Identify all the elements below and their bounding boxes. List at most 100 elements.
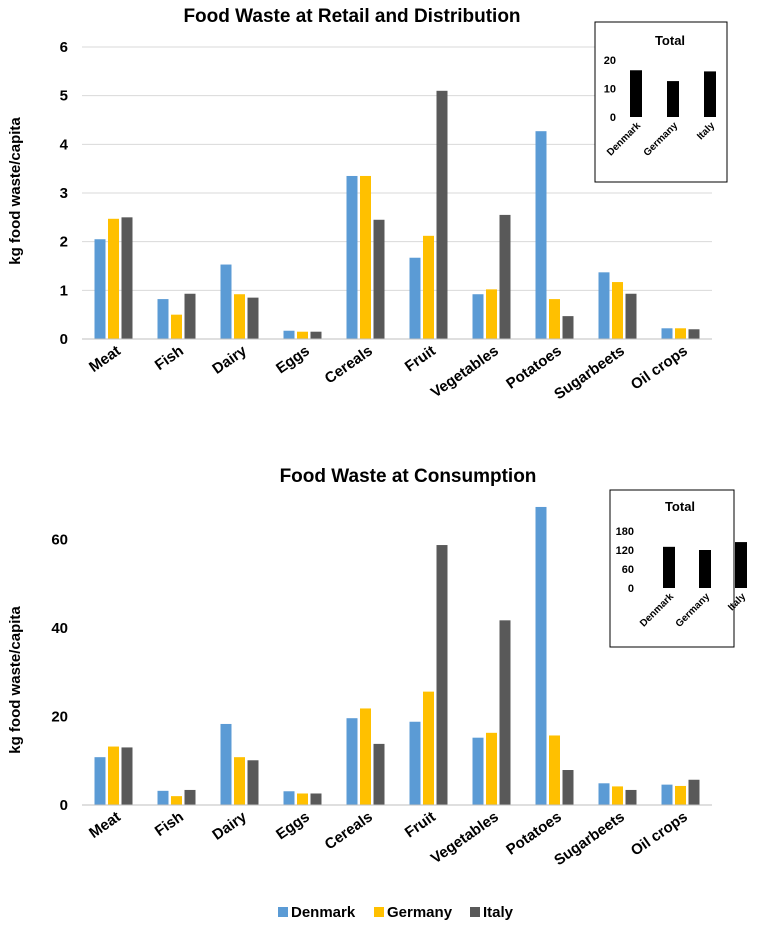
category-label-dairy: Dairy bbox=[209, 342, 250, 378]
legend-label-germany: Germany bbox=[387, 904, 453, 921]
category-label-fruit: Fruit bbox=[402, 342, 439, 375]
inset-bar-germany bbox=[699, 550, 711, 588]
inset-bar-denmark bbox=[630, 70, 642, 117]
bar-fruit-germany bbox=[423, 691, 434, 805]
bar-sugarbeets-denmark bbox=[598, 272, 610, 339]
y-tick-label: 60 bbox=[51, 531, 68, 548]
legend-swatch-italy bbox=[470, 907, 480, 917]
bar-oil-crops-italy bbox=[688, 779, 700, 805]
bar-dairy-denmark bbox=[220, 723, 232, 805]
y-tick-label: 1 bbox=[60, 282, 68, 299]
bar-fish-italy bbox=[184, 789, 196, 805]
category-label-oil-crops: Oil crops bbox=[628, 808, 691, 859]
y-axis-label-consumption: kg food waste/capita bbox=[7, 606, 24, 754]
category-label-sugarbeets: Sugarbeets bbox=[551, 808, 628, 869]
inset-title-consumption: Total bbox=[665, 499, 695, 514]
inset-tick-label: 10 bbox=[604, 84, 616, 96]
y-tick-label: 0 bbox=[60, 331, 68, 348]
category-label-cereals: Cereals bbox=[322, 342, 376, 387]
y-tick-label: 6 bbox=[60, 39, 68, 56]
bar-dairy-denmark bbox=[220, 264, 232, 339]
category-label-vegetables: Vegetables bbox=[428, 342, 502, 401]
inset-bar-italy bbox=[735, 542, 747, 588]
bar-dairy-italy bbox=[247, 297, 259, 339]
bar-fruit-italy bbox=[436, 545, 448, 805]
bar-fish-denmark bbox=[157, 299, 169, 339]
y-tick-label: 3 bbox=[60, 185, 68, 202]
bar-cereals-germany bbox=[360, 175, 371, 339]
bar-meat-italy bbox=[121, 747, 133, 805]
bar-potatoes-italy bbox=[562, 770, 574, 805]
bars-retail bbox=[94, 90, 700, 339]
bar-eggs-germany bbox=[297, 793, 308, 805]
bar-eggs-denmark bbox=[283, 791, 295, 805]
y-tick-label: 5 bbox=[60, 88, 68, 105]
legend-label-italy: Italy bbox=[483, 904, 514, 921]
category-label-dairy: Dairy bbox=[209, 808, 250, 844]
inset-bars-retail bbox=[630, 70, 716, 117]
category-label-fish: Fish bbox=[152, 342, 187, 374]
bar-fruit-denmark bbox=[409, 257, 421, 339]
bar-fruit-germany bbox=[423, 235, 434, 339]
bar-vegetables-germany bbox=[486, 289, 497, 339]
inset-ticks-consumption: 0 60 120 180 bbox=[616, 526, 634, 595]
bar-cereals-denmark bbox=[346, 718, 358, 805]
bar-fruit-denmark bbox=[409, 721, 421, 805]
category-label-oil-crops: Oil crops bbox=[628, 342, 691, 393]
bar-eggs-denmark bbox=[283, 330, 295, 339]
bar-vegetables-germany bbox=[486, 732, 497, 805]
bar-potatoes-denmark bbox=[535, 506, 547, 805]
y-tick-label: 20 bbox=[51, 708, 68, 725]
bar-meat-italy bbox=[121, 217, 133, 339]
category-label-meat: Meat bbox=[86, 342, 124, 376]
chart-title-consumption: Food Waste at Consumption bbox=[280, 466, 537, 487]
bar-sugarbeets-denmark bbox=[598, 783, 610, 805]
bar-potatoes-germany bbox=[549, 735, 560, 805]
inset-bars-consumption bbox=[663, 542, 747, 588]
bar-fish-germany bbox=[171, 796, 182, 805]
bar-meat-germany bbox=[108, 218, 119, 339]
bar-meat-denmark bbox=[94, 757, 106, 805]
inset-ticks-retail: 0 10 20 bbox=[604, 55, 616, 124]
bar-cereals-germany bbox=[360, 708, 371, 805]
bar-dairy-italy bbox=[247, 760, 259, 805]
inset-tick-label: 180 bbox=[616, 526, 634, 538]
bar-vegetables-denmark bbox=[472, 294, 484, 339]
inset-tick-label: 0 bbox=[610, 112, 616, 124]
legend-swatch-germany bbox=[374, 907, 384, 917]
bar-sugarbeets-germany bbox=[612, 282, 623, 339]
category-label-meat: Meat bbox=[86, 808, 124, 842]
y-tick-label: 0 bbox=[60, 797, 68, 814]
bar-sugarbeets-italy bbox=[625, 293, 637, 339]
bar-vegetables-italy bbox=[499, 620, 511, 805]
bar-sugarbeets-italy bbox=[625, 789, 637, 805]
bar-eggs-italy bbox=[310, 331, 322, 339]
bar-dairy-germany bbox=[234, 757, 245, 805]
inset-tick-label: 0 bbox=[628, 583, 634, 595]
category-label-eggs: Eggs bbox=[273, 342, 313, 377]
bar-meat-denmark bbox=[94, 239, 106, 339]
chart-title-retail: Food Waste at Retail and Distribution bbox=[183, 6, 520, 27]
legend-label-denmark: Denmark bbox=[291, 904, 356, 921]
bar-oil-crops-germany bbox=[675, 328, 686, 339]
bar-meat-germany bbox=[108, 746, 119, 805]
y-ticks-consumption: 0 20 40 60 bbox=[51, 531, 68, 814]
bar-oil-crops-italy bbox=[688, 329, 700, 339]
bars-consumption bbox=[94, 506, 700, 805]
y-axis-label-retail: kg food waste/capita bbox=[7, 117, 24, 265]
y-tick-label: 4 bbox=[60, 136, 69, 153]
bar-oil-crops-denmark bbox=[661, 784, 673, 805]
y-ticks-retail: 0 1 2 3 4 5 6 bbox=[60, 39, 69, 348]
inset-tick-label: 120 bbox=[616, 545, 634, 557]
legend: Denmark Germany Italy bbox=[278, 904, 514, 921]
category-label-cereals: Cereals bbox=[322, 808, 376, 853]
bar-potatoes-germany bbox=[549, 299, 560, 339]
bar-fish-germany bbox=[171, 314, 182, 339]
bar-fish-denmark bbox=[157, 790, 169, 805]
bar-oil-crops-germany bbox=[675, 785, 686, 805]
